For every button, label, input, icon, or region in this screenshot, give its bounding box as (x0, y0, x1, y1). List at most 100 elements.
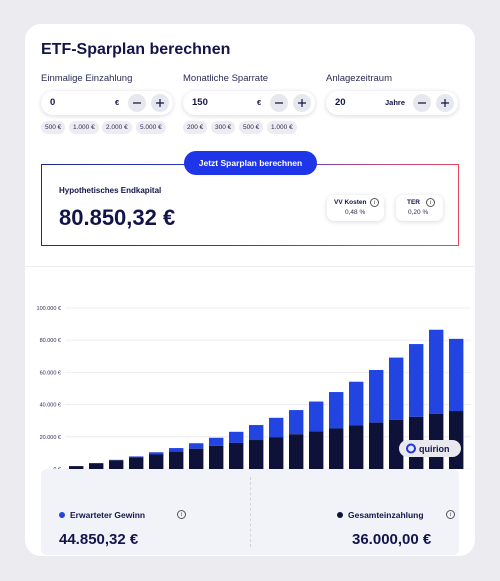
bar-gewinn[interactable] (169, 448, 184, 452)
zeitraum-minus-button[interactable] (413, 94, 431, 112)
info-icon[interactable]: i (370, 198, 379, 207)
bar-einzahlung[interactable] (389, 419, 404, 469)
einmalig-chip[interactable]: 500 € (41, 121, 66, 134)
monatlich-chip[interactable]: 1.000 € (267, 121, 297, 134)
bar-gewinn[interactable] (269, 417, 284, 438)
einmalig-field[interactable]: 0 € (41, 91, 173, 115)
minus-icon (275, 102, 283, 104)
einzahlung-label: Gesamteinzahlung (348, 510, 424, 520)
zeitraum-field[interactable]: 20 Jahre (326, 91, 458, 115)
einmalig-minus-button[interactable] (128, 94, 146, 112)
einmalig-chip[interactable]: 1.000 € (69, 121, 99, 134)
vv-kosten-box: VV Kosten i 0,48 % (327, 195, 384, 221)
y-tick-label: 60.000 € (40, 370, 61, 376)
ter-box: TER i 0,20 % (396, 195, 443, 221)
summary-divider (250, 477, 251, 547)
y-tick-label: 40.000 € (40, 403, 61, 409)
bar-gewinn[interactable] (289, 410, 304, 435)
bar-gewinn[interactable] (329, 392, 344, 429)
monatlich-field[interactable]: 150 € (183, 91, 315, 115)
einmalig-chip[interactable]: 2.000 € (102, 121, 132, 134)
bar-gewinn[interactable] (149, 452, 164, 455)
savings-chart: 0 € 20.000 € 40.000 € 60.000 € 80.000 € 100.0… (37, 306, 471, 469)
zeitraum-plus-button[interactable] (436, 94, 454, 112)
bar-gewinn[interactable] (229, 431, 244, 443)
bar-einzahlung[interactable] (209, 445, 224, 469)
plus-icon (441, 99, 449, 107)
bar-gewinn[interactable] (309, 401, 324, 432)
plus-icon (156, 99, 164, 107)
bar-gewinn[interactable] (349, 381, 364, 426)
y-tick-label: 0 € (53, 467, 61, 469)
monatlich-plus-button[interactable] (293, 94, 311, 112)
bar-einzahlung[interactable] (189, 448, 204, 469)
bar-gewinn[interactable] (129, 456, 144, 458)
bar-einzahlung[interactable] (309, 431, 324, 469)
ter-label: TER (407, 199, 420, 206)
chart-bars (69, 329, 464, 469)
calculator-card: ETF-Sparplan berechnen Einmalige Einzahl… (25, 24, 475, 556)
vv-kosten-value: 0,48 % (345, 209, 366, 216)
einmalig-label: Einmalige Einzahlung (41, 73, 133, 84)
monatlich-chip[interactable]: 200 € (183, 121, 208, 134)
bar-gewinn[interactable] (249, 425, 264, 441)
bar-einzahlung[interactable] (149, 454, 164, 469)
summary-panel: Erwarteter Gewinn i 44.850,32 € Gesamtei… (41, 469, 459, 555)
zeitraum-label: Anlagezeitraum (326, 73, 393, 84)
bar-einzahlung[interactable] (369, 422, 384, 469)
bar-einzahlung[interactable] (69, 466, 84, 469)
bar-gewinn[interactable] (449, 338, 464, 412)
bar-einzahlung[interactable] (269, 437, 284, 469)
bar-gewinn[interactable] (369, 369, 384, 423)
calculate-button[interactable]: Jetzt Sparplan berechnen (184, 151, 317, 175)
bar-einzahlung[interactable] (249, 440, 264, 469)
info-icon[interactable]: i (177, 510, 186, 519)
divider (25, 266, 475, 267)
quirion-logo-icon (406, 443, 416, 454)
einmalig-value[interactable]: 0 (50, 97, 56, 108)
plus-icon (298, 99, 306, 107)
minus-icon (133, 102, 141, 104)
zeitraum-value[interactable]: 20 (335, 97, 346, 108)
info-icon[interactable]: i (426, 198, 435, 207)
y-tick-label: 100.000 € (37, 306, 61, 312)
endkapital-label: Hypothetisches Endkapital (59, 186, 162, 195)
bar-einzahlung[interactable] (329, 428, 344, 469)
ter-value: 0,20 % (408, 209, 429, 216)
endkapital-value: 80.850,32 € (59, 205, 176, 230)
bar-einzahlung[interactable] (349, 425, 364, 469)
y-tick-label: 20.000 € (40, 435, 61, 441)
bar-gewinn[interactable] (189, 443, 204, 449)
bar-einzahlung[interactable] (169, 451, 184, 469)
minus-icon (418, 102, 426, 104)
quirion-logo: quirion (399, 440, 461, 457)
bar-einzahlung[interactable] (109, 460, 124, 469)
page-title: ETF-Sparplan berechnen (41, 41, 231, 58)
einmalig-chip[interactable]: 5.000 € (136, 121, 166, 134)
zeitraum-unit: Jahre (385, 98, 406, 107)
monatlich-minus-button[interactable] (270, 94, 288, 112)
bar-gewinn[interactable] (429, 329, 444, 414)
bar-einzahlung[interactable] (289, 434, 304, 469)
info-icon[interactable]: i (446, 510, 455, 519)
bar-einzahlung[interactable] (129, 457, 144, 469)
quirion-logo-text: quirion (419, 444, 450, 454)
monatlich-unit: € (257, 98, 262, 107)
bar-einzahlung[interactable] (229, 442, 244, 469)
bar-gewinn[interactable] (389, 357, 404, 420)
vv-kosten-label: VV Kosten (334, 199, 367, 206)
bar-gewinn[interactable] (409, 344, 424, 417)
bar-einzahlung[interactable] (89, 463, 104, 469)
bar-gewinn[interactable] (209, 437, 224, 446)
monatlich-value[interactable]: 150 (192, 97, 208, 108)
gewinn-label: Erwarteter Gewinn (70, 510, 146, 520)
monatlich-chip[interactable]: 300 € (211, 121, 236, 134)
quirion-logo-badge (399, 440, 461, 457)
result-box (41, 164, 459, 246)
einmalig-plus-button[interactable] (151, 94, 169, 112)
einzahlung-legend-dot (337, 512, 343, 518)
monatlich-chip[interactable]: 500 € (239, 121, 264, 134)
chart-labels: 0 € 20.000 € 40.000 € 60.000 € 80.000 € 100.0… (37, 306, 61, 469)
monatlich-label: Monatliche Sparrate (183, 73, 269, 84)
y-tick-label: 80.000 € (40, 338, 61, 344)
